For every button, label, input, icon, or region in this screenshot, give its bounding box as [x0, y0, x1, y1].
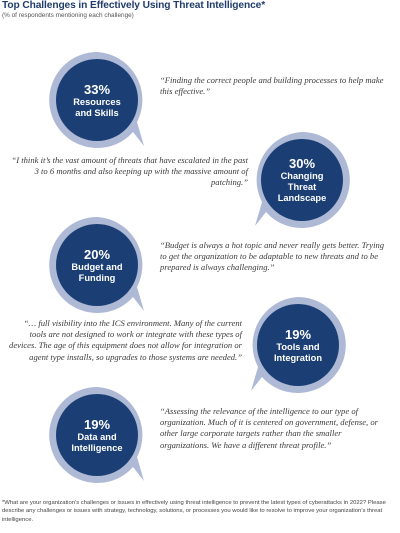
bubble-label: Changing Threat Landscape [277, 171, 327, 203]
quote-tools-integration: “… full visibility into the ICS environm… [9, 318, 242, 362]
footnote: *What are your organization’s challenges… [2, 500, 386, 523]
speech-bubble-icon [255, 132, 350, 228]
bubble-percent: 19% [284, 326, 312, 342]
bubble-percent: 19% [83, 416, 111, 432]
bubble-data-intelligence: 19% Data and Intelligence [47, 385, 147, 485]
chart-subtitle: (% of respondents mentioning each challe… [2, 12, 134, 19]
speech-bubble-icon [251, 297, 346, 393]
quote-resources-skills: “Finding the correct people and building… [160, 75, 384, 97]
bubble-label: Data and Intelligence [71, 431, 123, 453]
bubble-label: Resources and Skills [73, 96, 121, 118]
speech-bubble-icon [49, 52, 144, 148]
bubble-resources-skills: 33% Resources and Skills [47, 50, 147, 150]
quote-changing-threat-landscape: “I think it’s the vast amount of threats… [11, 155, 248, 188]
bubble-percent: 20% [83, 246, 111, 262]
bubble-budget-funding: 20% Budget and Funding [47, 215, 147, 315]
speech-bubble-icon [49, 387, 144, 483]
bubble-changing-threat-landscape: 30% Changing Threat Landscape [252, 130, 352, 230]
speech-bubble-icon [49, 217, 144, 313]
chart-title: Top Challenges in Effectively Using Thre… [2, 0, 266, 11]
bubble-label: Budget and Funding [71, 261, 123, 283]
bubble-tools-integration: 19% Tools and Integration [248, 295, 348, 395]
bubble-percent: 30% [288, 156, 316, 171]
quote-budget-funding: “Budget is always a hot topic and never … [160, 240, 385, 273]
bubble-percent: 33% [83, 81, 111, 97]
quote-data-intelligence: “Assessing the relevance of the intellig… [160, 406, 378, 450]
bubble-label: Tools and Integration [273, 341, 323, 363]
